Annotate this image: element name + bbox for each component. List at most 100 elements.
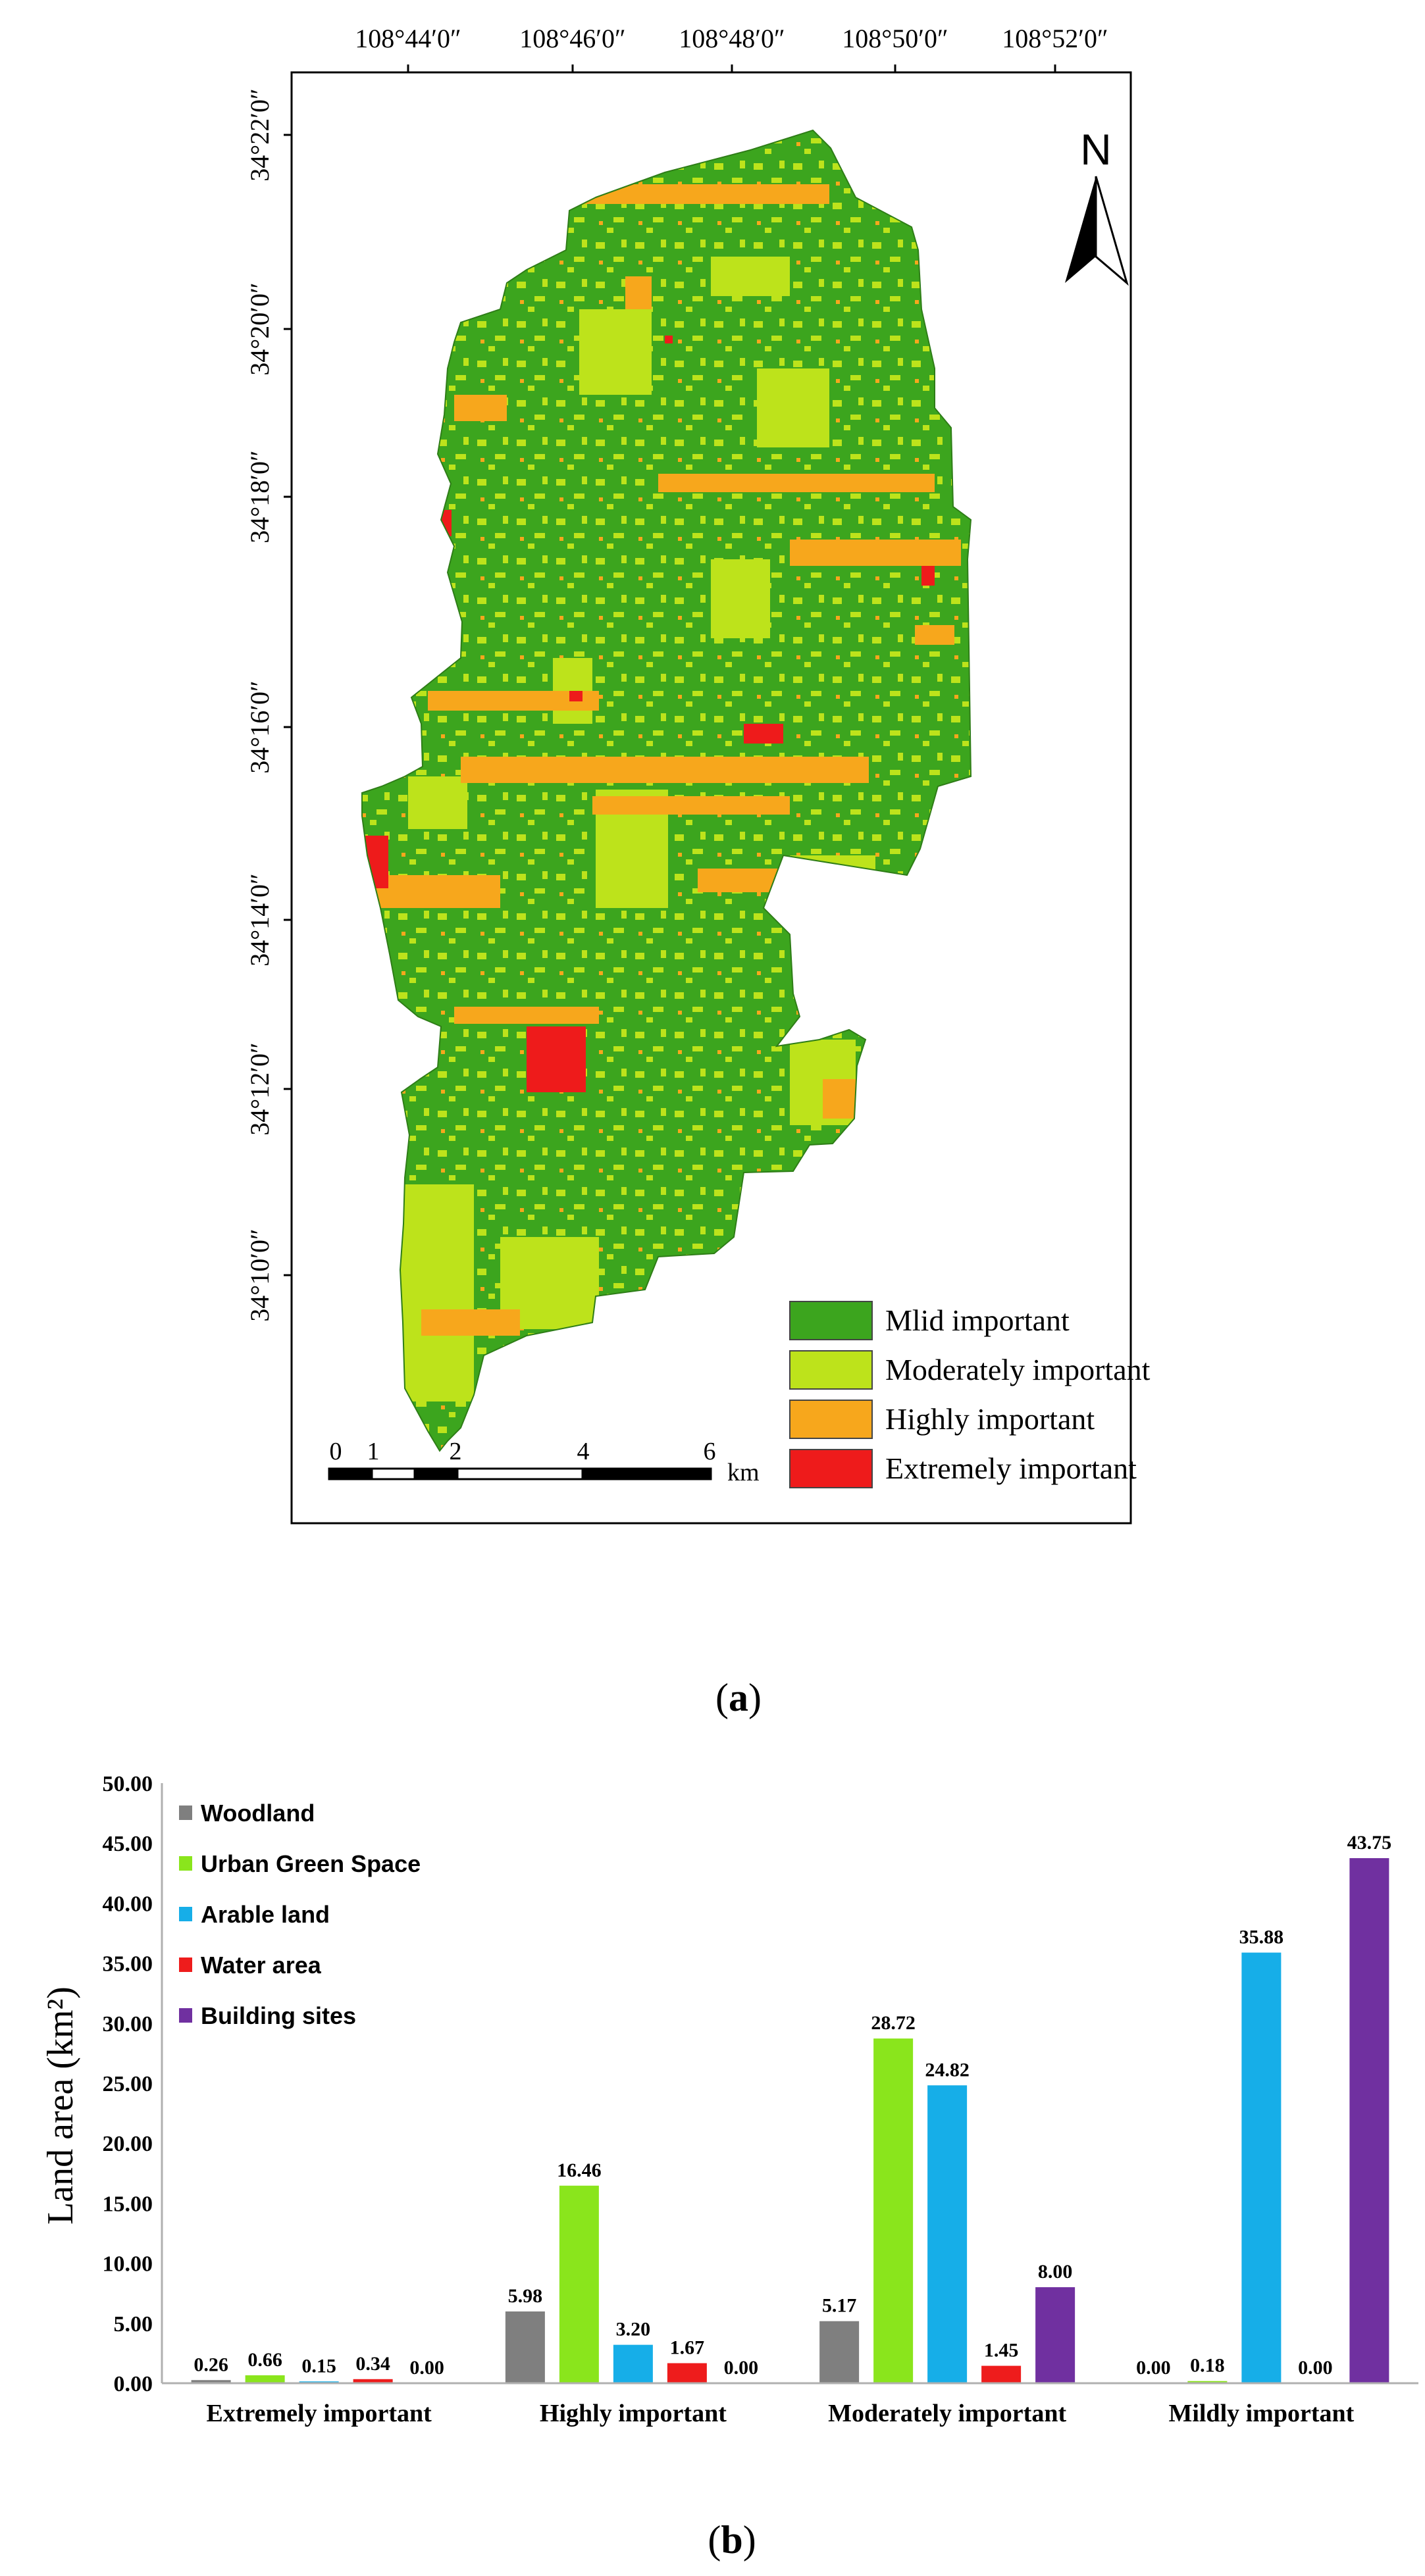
scale-bar: 0 1 2 4 6 km <box>328 1438 760 1486</box>
bar <box>505 2311 545 2383</box>
chart-legend-label: Urban Green Space <box>201 1850 421 1877</box>
bar <box>191 2380 231 2383</box>
category-label: Highly important <box>540 2400 727 2427</box>
longitude-labels: 108°44′0″ 108°46′0″ 108°48′0″ 108°50′0″ … <box>355 24 1108 72</box>
bar <box>981 2365 1022 2383</box>
map-panel: 108°44′0″ 108°46′0″ 108°48′0″ 108°50′0″ … <box>245 24 1151 1719</box>
bar-value-label: 0.00 <box>724 2357 759 2379</box>
lat-label: 34°20′0″ <box>245 282 274 375</box>
bar <box>1035 2287 1075 2383</box>
bar-value-label: 24.82 <box>925 2059 970 2081</box>
district-map <box>362 130 971 1451</box>
scale-label: 0 <box>330 1438 342 1465</box>
y-tick-label: 10.00 <box>103 2252 153 2277</box>
y-tick-label: 45.00 <box>103 1832 153 1856</box>
chart-legend: Woodland Urban Green Space Arable land Wate… <box>179 1800 421 2029</box>
chart-legend-swatch <box>179 1806 192 1820</box>
lat-label: 34°12′0″ <box>245 1042 274 1135</box>
bar <box>873 2038 914 2383</box>
chart-legend-label: Building sites <box>201 2002 356 2029</box>
category-label: Extremely important <box>206 2400 432 2427</box>
category-label: Mildly important <box>1168 2400 1354 2427</box>
lon-label: 108°46′0″ <box>519 24 625 53</box>
bars <box>191 1858 1389 2383</box>
lon-label: 108°44′0″ <box>355 24 461 53</box>
y-tick-label: 40.00 <box>103 1892 153 1916</box>
bar-value-label: 0.00 <box>409 2357 444 2379</box>
chart-legend-label: Woodland <box>201 1800 315 1827</box>
map-legend-swatch <box>789 1400 873 1439</box>
y-tick-label: 35.00 <box>103 1952 153 1977</box>
caption-b: (b) <box>708 2518 756 2562</box>
lat-label: 34°18′0″ <box>245 450 274 543</box>
y-axis-ticks: 0.00 5.00 10.00 15.00 20.00 25.00 30.00 35.00 40… <box>103 1772 153 2396</box>
chart-legend-swatch <box>179 2008 192 2023</box>
bar <box>819 2321 860 2383</box>
scale-label: 1 <box>367 1438 380 1465</box>
lon-label: 108°48′0″ <box>679 24 785 53</box>
chart-legend-swatch <box>179 1907 192 1921</box>
map-legend-swatch <box>789 1449 873 1488</box>
map-legend-swatch <box>789 1350 873 1390</box>
bar <box>1187 2381 1228 2383</box>
y-tick-label: 15.00 <box>103 2192 153 2216</box>
map-legend-label: Extremely important <box>885 1452 1137 1485</box>
bar <box>667 2363 707 2383</box>
bar-value-label: 0.15 <box>301 2355 336 2377</box>
bar-value-label: 0.26 <box>194 2354 228 2375</box>
map-legend-label: Moderately important <box>885 1353 1151 1386</box>
y-tick-label: 30.00 <box>103 2012 153 2036</box>
map-legend-swatch <box>789 1301 873 1340</box>
chart-legend-swatch <box>179 1957 192 1972</box>
category-label: Moderately important <box>828 2400 1066 2427</box>
lat-label: 34°10′0″ <box>245 1228 274 1321</box>
bar-value-label: 1.45 <box>984 2340 1019 2361</box>
bar <box>1349 1858 1389 2383</box>
map-legend-label: Highly important <box>885 1402 1095 1436</box>
bar-value-label: 0.00 <box>1298 2357 1333 2379</box>
scale-unit: km <box>727 1459 760 1486</box>
bar-value-label: 1.67 <box>670 2337 705 2359</box>
lon-label: 108°52′0″ <box>1002 24 1108 53</box>
bar-value-label: 0.18 <box>1190 2355 1225 2377</box>
bar-value-label: 5.98 <box>508 2285 543 2307</box>
y-tick-label: 25.00 <box>103 2072 153 2096</box>
y-tick-label: 0.00 <box>114 2372 153 2396</box>
bar-value-label: 16.46 <box>557 2159 602 2181</box>
bar-value-labels: 0.26 0.66 0.15 0.34 0.00 5.98 16.46 3.20 1.67 0.0… <box>194 1832 1391 2379</box>
lat-label: 34°16′0″ <box>245 680 274 773</box>
north-label: N <box>1080 125 1112 174</box>
scale-label: 6 <box>704 1438 716 1465</box>
bar-chart: Land area(km²) 0.00 5.00 10.00 15.00 20.00 25… <box>40 1772 1418 2562</box>
bar <box>353 2379 393 2383</box>
latitude-labels: 34°22′0″ 34°20′0″ 34°18′0″ 34°16′0″ 34°1… <box>245 88 292 1322</box>
map-legend: Mlid important Moderately important Highly… <box>789 1301 1151 1488</box>
bar-value-label: 43.75 <box>1347 1832 1392 1854</box>
scale-label: 2 <box>450 1438 462 1465</box>
bar-value-label: 3.20 <box>616 2319 651 2340</box>
bar-value-label: 0.66 <box>247 2349 282 2371</box>
bar-value-label: 5.17 <box>822 2295 857 2317</box>
bar-value-label: 28.72 <box>871 2012 916 2034</box>
chart-legend-label: Arable land <box>201 1901 330 1928</box>
chart-legend-label: Water area <box>201 1952 322 1979</box>
scale-label: 4 <box>577 1438 590 1465</box>
bar <box>559 2185 599 2383</box>
y-tick-label: 5.00 <box>114 2312 153 2336</box>
caption-a: (a) <box>715 1676 762 1719</box>
bar <box>613 2344 653 2383</box>
y-axis-label: Land area(km²) <box>40 1986 81 2225</box>
map-legend-label: Mlid important <box>885 1303 1070 1337</box>
chart-legend-swatch <box>179 1856 192 1871</box>
bar <box>1241 1952 1282 2383</box>
bar <box>927 2085 968 2383</box>
north-arrow-icon: N <box>1065 125 1129 286</box>
y-tick-label: 20.00 <box>103 2132 153 2156</box>
lat-label: 34°22′0″ <box>245 88 274 181</box>
bar-value-label: 8.00 <box>1038 2261 1073 2283</box>
bar-value-label: 0.00 <box>1136 2357 1171 2379</box>
lat-label: 34°14′0″ <box>245 873 274 966</box>
y-tick-label: 50.00 <box>103 1772 153 1796</box>
bar <box>245 2375 285 2383</box>
